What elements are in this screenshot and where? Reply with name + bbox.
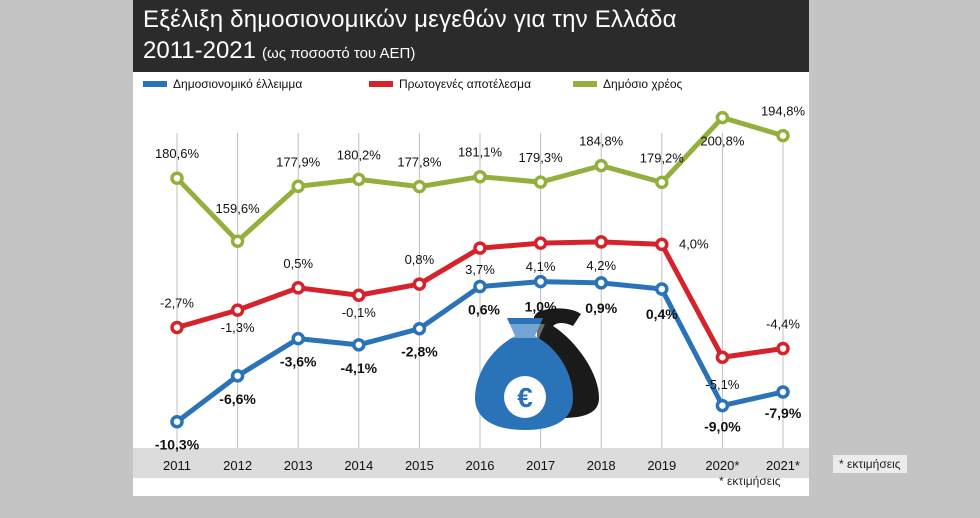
x-axis-strip	[133, 448, 809, 478]
data-label: 177,8%	[397, 155, 442, 170]
data-point	[715, 350, 730, 364]
data-label: 200,8%	[700, 134, 745, 149]
data-point	[473, 169, 487, 184]
data-point	[473, 279, 487, 294]
data-point	[594, 158, 608, 173]
data-point	[594, 276, 608, 290]
data-label: 159,6%	[216, 201, 261, 216]
data-point	[655, 237, 669, 252]
x-tick-label: 2016	[466, 458, 495, 473]
x-tick-label: 2014	[344, 458, 373, 473]
data-point	[533, 236, 548, 250]
data-label: -9,0%	[704, 419, 741, 435]
footnote-outside: * εκτιμήσεις	[833, 455, 907, 473]
data-point	[230, 234, 245, 248]
data-label: -4,1%	[341, 360, 378, 376]
data-label: 181,1%	[458, 145, 503, 160]
legend-swatch	[143, 81, 167, 87]
money-bag-icon: €	[475, 308, 599, 430]
data-label: 177,9%	[276, 154, 321, 169]
data-label: -6,6%	[219, 391, 256, 407]
legend-label: Δημόσιο χρέος	[603, 77, 683, 91]
data-label: 0,9%	[585, 300, 617, 316]
money-bag-tie	[505, 324, 545, 338]
data-point	[291, 281, 305, 295]
data-label: -3,6%	[280, 354, 317, 370]
data-label: -2,8%	[401, 344, 438, 360]
data-label: 179,3%	[519, 150, 564, 165]
data-label: -2,7%	[160, 295, 194, 310]
data-point	[715, 110, 730, 125]
data-label: 4,2%	[586, 258, 616, 273]
chart-title-years: 2011-2021 (ως ποσοστό του ΑΕΠ)	[143, 37, 415, 65]
data-label: 0,5%	[283, 256, 313, 271]
euro-symbol: €	[517, 382, 533, 413]
data-label: 4,1%	[526, 259, 556, 274]
data-label: 0,8%	[405, 252, 435, 267]
data-label: 0,4%	[646, 306, 678, 322]
data-point	[776, 385, 790, 399]
data-label: -4,4%	[766, 317, 800, 332]
data-label: 184,8%	[579, 134, 624, 149]
x-tick-label: 2018	[587, 458, 616, 473]
data-point	[655, 282, 669, 296]
legend-label: Δημοσιονομικό έλλειμμα	[173, 77, 302, 91]
x-tick-label: 2017	[526, 458, 555, 473]
data-label: 180,2%	[337, 147, 382, 162]
data-point	[412, 321, 427, 336]
legend-label: Πρωτογενές αποτέλεσμα	[399, 77, 531, 91]
data-label: 4,0%	[679, 236, 709, 251]
data-label: -7,9%	[765, 405, 802, 421]
footnote: * εκτιμήσεις	[719, 474, 781, 488]
x-tick-label: 2020*	[705, 458, 739, 473]
chart-title-range: 2011-2021	[143, 37, 256, 64]
data-point	[352, 172, 366, 187]
chart-title: Εξέλιξη δημοσιονομικών μεγεθών για την Ε…	[143, 6, 677, 33]
data-label: -0,1%	[342, 305, 376, 320]
data-label: -1,3%	[221, 320, 255, 335]
data-point	[715, 398, 730, 413]
data-point	[170, 414, 184, 429]
data-point	[594, 235, 608, 249]
data-point	[170, 320, 184, 335]
data-point	[533, 175, 548, 189]
data-point	[170, 171, 184, 185]
data-label: 180,6%	[155, 146, 200, 161]
legend-swatch	[573, 81, 597, 87]
data-label: 179,2%	[640, 150, 685, 165]
x-tick-label: 2011	[163, 458, 191, 473]
data-point	[230, 369, 245, 383]
data-point	[291, 179, 305, 194]
data-label: 194,8%	[761, 104, 806, 119]
euro-coin	[504, 376, 546, 418]
x-tick-label: 2019	[647, 458, 676, 473]
data-point	[473, 241, 487, 255]
data-point	[412, 179, 427, 194]
data-point	[291, 331, 305, 346]
x-tick-label: 2021*	[766, 458, 800, 473]
chart-header: Εξέλιξη δημοσιονομικών μεγεθών για την Ε…	[133, 0, 809, 72]
data-point	[776, 341, 790, 356]
x-tick-label: 2013	[284, 458, 313, 473]
data-label: 3,7%	[465, 262, 495, 277]
data-point	[533, 274, 548, 289]
line-chart: 2011 2012 2013 2014 2015 2016 2017 2018 2019 2020…	[143, 77, 806, 473]
x-tick-label: 2015	[405, 458, 434, 473]
data-label: -5,1%	[705, 377, 739, 392]
data-point	[776, 128, 790, 143]
data-point	[655, 175, 669, 190]
data-label: -10,3%	[155, 437, 200, 453]
money-bag-euro-icon	[475, 318, 573, 430]
data-label: 1,0%	[525, 299, 557, 315]
data-point	[352, 338, 366, 352]
data-label: 0,6%	[468, 302, 500, 318]
legend-swatch	[369, 81, 393, 87]
x-tick-label: 2012	[223, 458, 252, 473]
chart-panel: Εξέλιξη δημοσιονομικών μεγεθών για την Ε…	[133, 0, 809, 496]
data-point	[230, 303, 245, 317]
data-point	[352, 288, 366, 302]
data-point	[412, 277, 427, 291]
chart-subtitle: (ως ποσοστό του ΑΕΠ)	[262, 45, 416, 62]
